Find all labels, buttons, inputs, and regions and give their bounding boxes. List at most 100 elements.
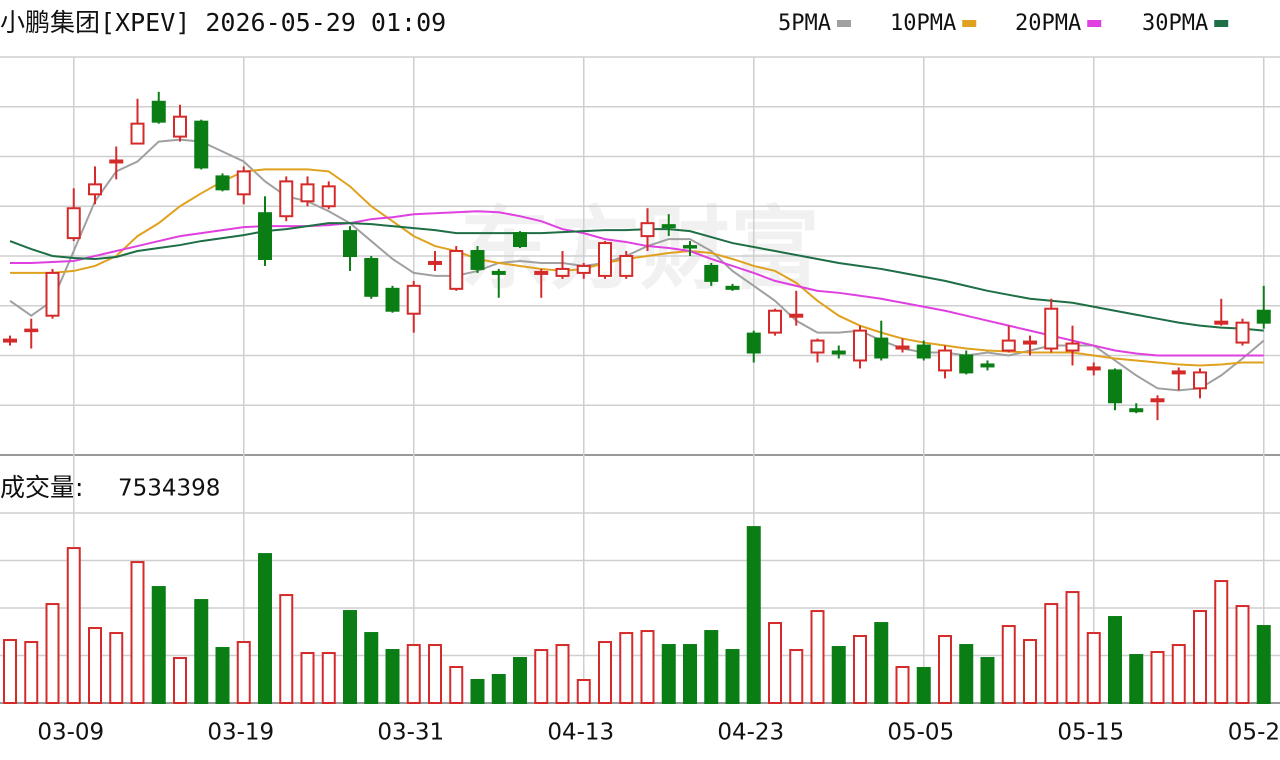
- volume-bar: [428, 644, 442, 704]
- candle-body: [173, 115, 187, 138]
- volume-bar: [959, 644, 974, 704]
- volume-bar: [385, 649, 400, 704]
- volume-bar: [406, 644, 421, 704]
- candle-body: [88, 183, 102, 196]
- candle-body: [24, 328, 39, 333]
- candle-body: [151, 100, 166, 123]
- volume-bar: [534, 649, 549, 704]
- volume-bar: [683, 644, 697, 704]
- volume-bar: [916, 667, 931, 704]
- volume-bar: [1256, 625, 1271, 704]
- volume-bar: [1001, 625, 1016, 705]
- candle-body: [1129, 408, 1144, 413]
- volume-bar: [661, 644, 676, 704]
- candle-body: [1001, 339, 1016, 352]
- volume-bar: [173, 657, 187, 705]
- candle-body: [1150, 398, 1165, 403]
- candle-body: [406, 284, 421, 315]
- candle-body: [534, 270, 549, 275]
- candle-body: [640, 222, 655, 238]
- candle-body: [1235, 321, 1250, 344]
- volume-bar: [109, 632, 124, 705]
- candle-body: [853, 329, 867, 362]
- volume-bar: [236, 641, 251, 705]
- candle-body: [321, 185, 336, 208]
- candle-body: [1065, 342, 1080, 352]
- volume-bar: [619, 632, 634, 705]
- x-tick-label: 05-2: [1228, 720, 1280, 746]
- x-tick-label: 04-23: [717, 720, 784, 746]
- candle-body: [1023, 340, 1037, 345]
- candle-body: [343, 230, 357, 257]
- candle-body: [959, 354, 974, 374]
- legend-swatch: [1087, 20, 1102, 27]
- volume-bar: [810, 610, 825, 704]
- candle-body: [576, 264, 591, 274]
- volume-bar: [746, 526, 761, 704]
- volume-bar: [279, 594, 294, 704]
- volume-bar: [789, 649, 804, 704]
- x-tick-label: 03-19: [207, 720, 274, 746]
- candle-body: [980, 363, 995, 368]
- legend-swatch: [1214, 20, 1229, 27]
- volume-bar: [1193, 610, 1207, 704]
- volume-bar: [130, 561, 145, 705]
- candle-body: [1256, 309, 1271, 324]
- volume-bar: [491, 674, 506, 704]
- volume-bar: [1065, 591, 1080, 705]
- x-tick-label: 05-15: [1057, 720, 1124, 746]
- volume-bar: [980, 657, 995, 705]
- volume-bar: [24, 641, 39, 705]
- volume-bar: [1235, 605, 1250, 705]
- volume-bar: [895, 666, 910, 705]
- candle-body: [130, 122, 145, 145]
- candle-body: [470, 250, 485, 270]
- volume-bar: [1086, 632, 1101, 705]
- candle-body: [449, 250, 464, 290]
- volume-bar: [88, 627, 102, 705]
- ma-line: [9, 222, 1264, 332]
- chart-title: 小鹏集团[XPEV] 2026-05-29 01:09: [0, 8, 446, 37]
- x-tick-label: 05-05: [887, 720, 954, 746]
- volume-bar: [1044, 603, 1059, 704]
- volume-bar: [364, 632, 379, 705]
- volume-title: 成交量:: [0, 473, 83, 502]
- candle-body: [789, 313, 804, 318]
- candle-body: [3, 338, 17, 343]
- candle-body: [1214, 320, 1229, 325]
- candle-body: [810, 339, 825, 354]
- volume-bar: [768, 622, 782, 704]
- candle-body: [725, 285, 740, 290]
- candle-body: [555, 267, 570, 277]
- candle-body: [428, 260, 442, 265]
- volume-bar: [598, 641, 612, 705]
- candle-body: [109, 159, 124, 164]
- volume-bar: [321, 652, 336, 704]
- volume-bar: [831, 646, 846, 704]
- candle-body: [874, 337, 889, 359]
- legend-swatch: [962, 20, 977, 27]
- volume-bar: [3, 639, 17, 704]
- candle-body: [258, 212, 272, 260]
- volume-bar: [1150, 651, 1165, 704]
- volume-bar: [1108, 616, 1122, 705]
- candle-body: [215, 175, 230, 191]
- volume-bar: [449, 666, 464, 705]
- candle-body: [746, 332, 761, 354]
- volume-bar: [215, 647, 230, 705]
- plot: 03-09 03-19 03-31 04-13 04-23 05-05 05-15 05-2 5…: [0, 11, 1280, 746]
- volume-bar: [513, 657, 527, 705]
- volume-bar: [704, 630, 719, 705]
- candle-body: [619, 255, 634, 277]
- candle-body: [916, 344, 931, 359]
- candle-body: [513, 232, 527, 248]
- volume-bar: [1129, 654, 1144, 705]
- candle-body: [1171, 370, 1186, 375]
- volume-bar: [853, 635, 867, 704]
- volume-bar: [258, 553, 272, 704]
- volume-bar: [470, 679, 485, 705]
- x-tick-label: 03-09: [37, 720, 104, 746]
- candle-body: [661, 224, 676, 229]
- volume-bar: [1023, 639, 1037, 704]
